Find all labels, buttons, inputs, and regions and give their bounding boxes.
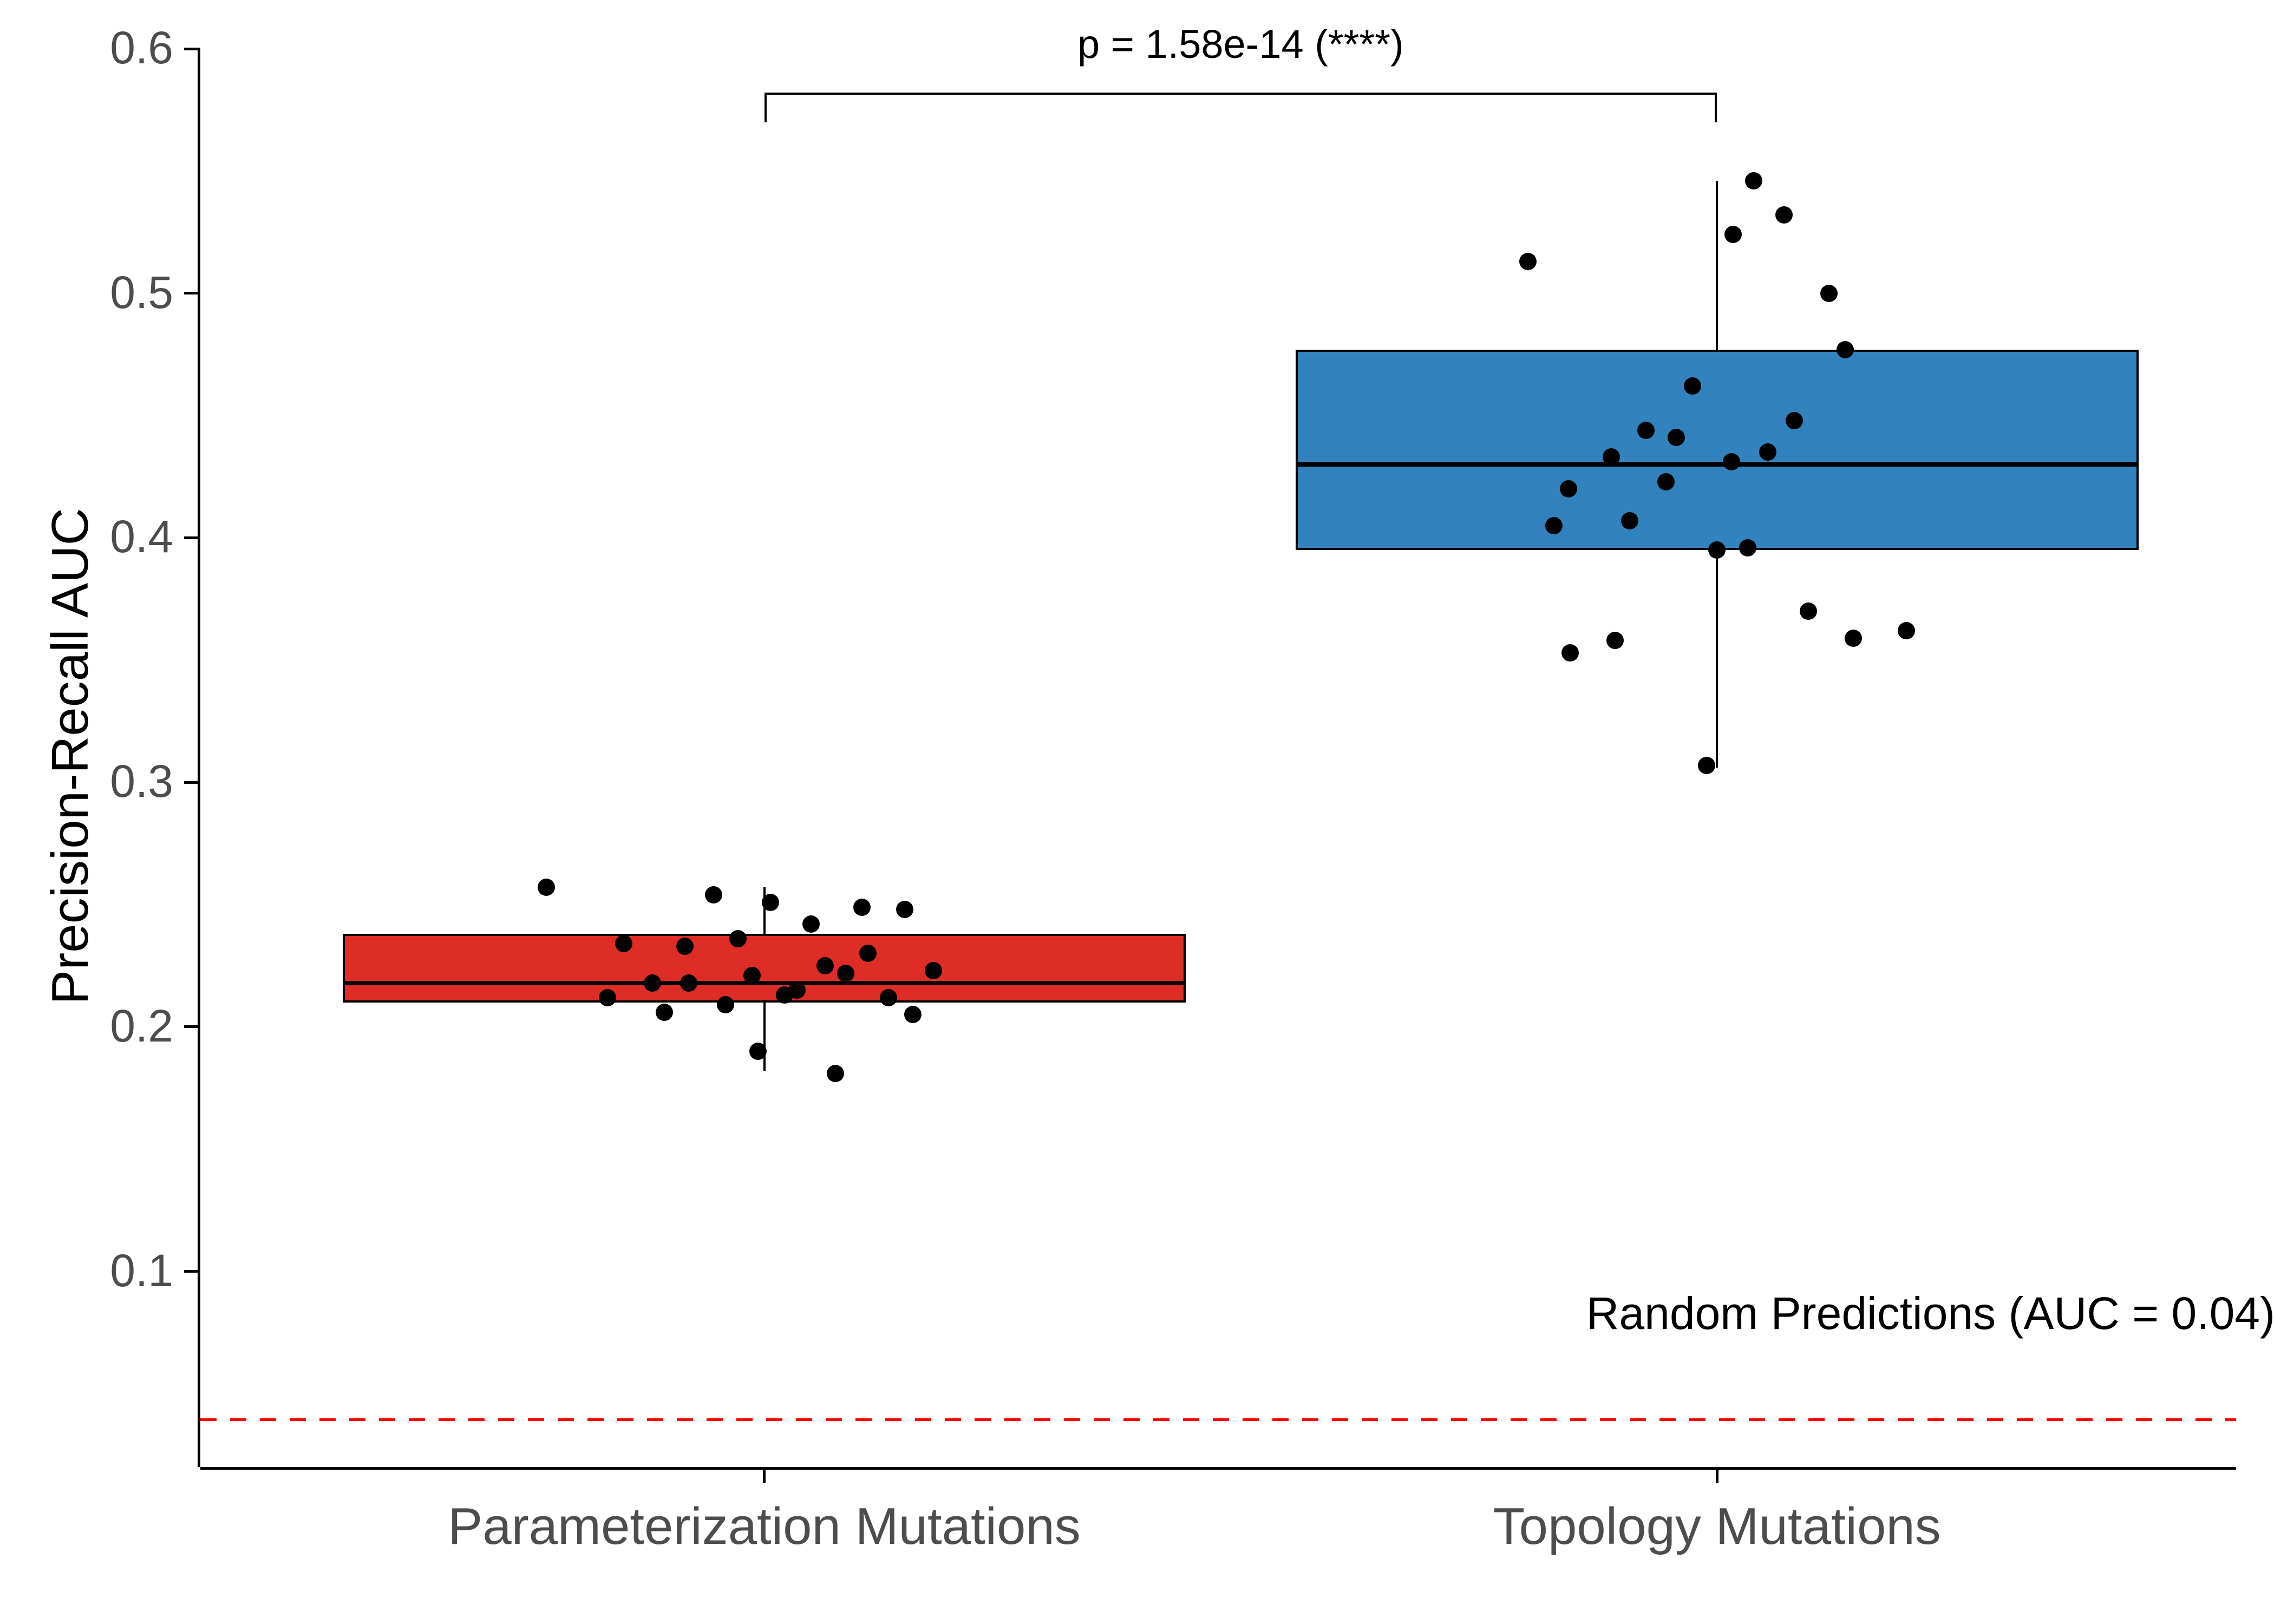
data-point [705, 886, 722, 903]
data-point [788, 981, 806, 999]
y-tick [184, 292, 200, 294]
x-tick [763, 1467, 766, 1483]
data-point [853, 899, 871, 916]
y-tick-label: 0.1 [110, 1245, 173, 1297]
data-point [880, 989, 897, 1006]
data-point [837, 965, 854, 982]
y-tick [184, 48, 200, 50]
plot-area [200, 49, 2236, 1467]
significance-bracket-tick [764, 93, 767, 122]
data-point [802, 915, 820, 933]
data-point [1657, 473, 1675, 490]
data-point [676, 938, 694, 955]
y-tick-label: 0.6 [110, 22, 173, 74]
data-point [599, 989, 616, 1006]
y-axis-title: Precision-Recall AUC [41, 431, 100, 1081]
y-tick [184, 536, 200, 539]
y-tick [184, 781, 200, 784]
box [1296, 350, 2139, 550]
data-point [896, 901, 913, 918]
data-point [1603, 448, 1620, 466]
data-point [1837, 341, 1854, 358]
data-point [729, 930, 747, 947]
data-point [1745, 172, 1762, 189]
data-point [1637, 422, 1655, 439]
significance-label: p = 1.58e-14 (****) [916, 21, 1565, 67]
y-axis-line [198, 49, 200, 1467]
data-point [1845, 630, 1862, 647]
median-line [1296, 462, 2139, 467]
x-tick [1716, 1467, 1718, 1483]
data-point [1698, 757, 1715, 774]
median-line [343, 981, 1186, 985]
data-point [762, 894, 779, 911]
data-point [827, 1065, 844, 1082]
data-point [1820, 285, 1838, 302]
reference-line-label: Random Predictions (AUC = 0.04) [1084, 1287, 2274, 1340]
data-point [1561, 644, 1579, 662]
data-point [1560, 480, 1577, 497]
box [343, 934, 1186, 1002]
significance-bracket-tick [1715, 93, 1717, 122]
data-point [1739, 539, 1756, 556]
boxplot-chart: 0.1 0.2 0.3 0.4 0.5 0.6 Parameterization Mutat… [0, 0, 2274, 1624]
data-point [1786, 412, 1803, 429]
data-point [680, 974, 697, 992]
y-tick-label: 0.2 [110, 1000, 173, 1052]
data-point [1723, 453, 1740, 470]
data-point [656, 1004, 673, 1021]
data-point [644, 974, 661, 992]
data-point [743, 967, 761, 984]
data-point [1708, 541, 1726, 559]
significance-bracket [764, 93, 1717, 95]
reference-line [200, 1418, 2236, 1421]
x-axis-line [200, 1467, 2236, 1470]
data-point [925, 962, 942, 979]
x-category-label: Parameterization Mutations [277, 1497, 1252, 1556]
y-tick [184, 1025, 200, 1028]
y-tick [184, 1270, 200, 1273]
x-category-label: Topology Mutations [1230, 1497, 2204, 1556]
y-tick-label: 0.3 [110, 755, 173, 808]
data-point [1519, 253, 1537, 270]
y-tick-label: 0.5 [110, 266, 173, 319]
data-point [1621, 512, 1638, 529]
y-tick-label: 0.4 [110, 510, 173, 563]
data-point [1668, 429, 1685, 446]
data-point [1898, 622, 1915, 639]
